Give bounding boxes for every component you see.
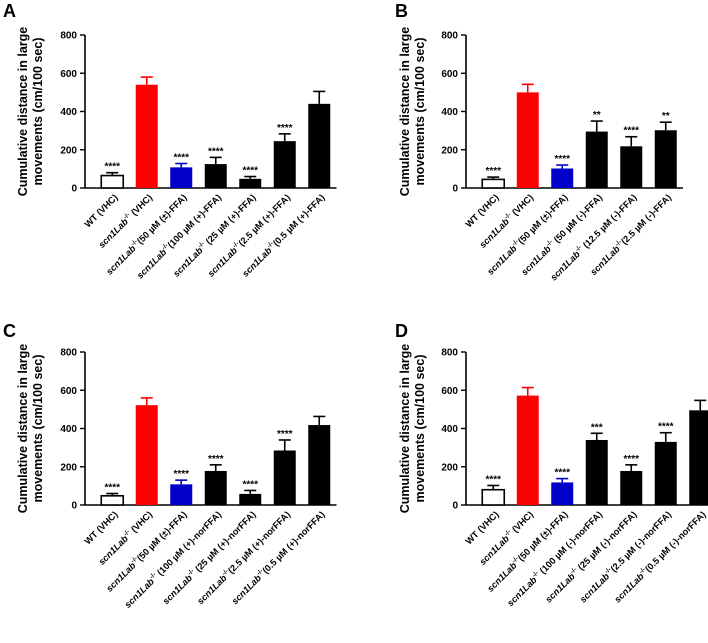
- bar: [481, 488, 506, 506]
- bar: [100, 174, 125, 189]
- bar: [204, 164, 227, 188]
- y-axis-label: movements (cm/100 sec): [413, 355, 427, 503]
- bar: [516, 395, 539, 505]
- bar: [689, 410, 708, 505]
- significance-label: **: [662, 111, 670, 122]
- significance-label: **: [593, 110, 601, 121]
- y-tick-label: 0: [71, 184, 77, 195]
- y-tick-label: 600: [441, 386, 458, 397]
- y-axis-label: movements (cm/100 sec): [413, 38, 427, 186]
- y-tick-label: 400: [441, 107, 458, 118]
- y-tick-label: 0: [452, 184, 458, 195]
- significance-label: ****: [554, 154, 570, 165]
- panel-letter: A: [3, 1, 16, 21]
- bar: [308, 425, 331, 505]
- significance-label: ****: [623, 454, 639, 465]
- bar: [170, 484, 193, 505]
- y-tick-label: 800: [60, 31, 77, 42]
- significance-label: ****: [173, 153, 189, 164]
- y-axis-label: Cumulative distance in large: [398, 344, 412, 514]
- bar: [516, 92, 539, 188]
- significance-label: ****: [623, 126, 639, 137]
- significance-label: ****: [554, 468, 570, 479]
- bar: [654, 441, 677, 505]
- x-tick-label: WT (VHC): [83, 509, 120, 546]
- panel-letter: C: [3, 321, 16, 341]
- panel-letter: B: [395, 1, 408, 21]
- significance-label: ****: [277, 429, 293, 440]
- significance-label: ****: [208, 454, 224, 465]
- bar: [308, 103, 331, 188]
- y-tick-label: 200: [60, 145, 77, 156]
- bar: [654, 130, 677, 188]
- bar: [170, 167, 193, 188]
- significance-label: ****: [242, 479, 258, 490]
- y-axis-label: movements (cm/100 sec): [31, 355, 45, 503]
- y-axis-label: Cumulative distance in large: [16, 27, 30, 197]
- bar: [239, 178, 262, 188]
- y-tick-label: 200: [441, 145, 458, 156]
- y-tick-label: 200: [60, 462, 77, 473]
- y-tick-label: 200: [441, 462, 458, 473]
- bar: [620, 470, 643, 505]
- x-tick-label: WT (VHC): [464, 192, 501, 229]
- bar: [551, 482, 574, 505]
- significance-label: ****: [104, 162, 120, 173]
- y-tick-label: 400: [60, 107, 77, 118]
- bar: [620, 146, 643, 188]
- significance-label: ****: [208, 146, 224, 157]
- y-tick-label: 800: [441, 348, 458, 359]
- bar: [100, 495, 125, 506]
- panel-b: B Cumulative distance in large movements (…: [395, 1, 683, 283]
- y-axis-label: Cumulative distance in large: [398, 27, 412, 197]
- significance-label: ****: [173, 469, 189, 480]
- panel-letter: D: [395, 321, 408, 341]
- bar: [204, 470, 227, 505]
- x-tick-label: WT (VHC): [83, 192, 120, 229]
- y-tick-label: 600: [60, 386, 77, 397]
- bar: [551, 168, 574, 188]
- y-tick-label: 600: [441, 69, 458, 80]
- y-tick-label: 800: [441, 31, 458, 42]
- y-tick-label: 600: [60, 69, 77, 80]
- significance-label: ****: [104, 483, 120, 494]
- y-axis-label: movements (cm/100 sec): [31, 38, 45, 186]
- bar: [239, 493, 262, 505]
- bar: [273, 141, 296, 188]
- bar: [135, 84, 158, 188]
- bar: [585, 439, 608, 505]
- y-tick-label: 400: [60, 424, 77, 435]
- x-tick-label: WT (VHC): [464, 509, 501, 546]
- bar: [135, 405, 158, 505]
- bar: [481, 178, 506, 189]
- significance-label: ****: [242, 166, 258, 177]
- y-tick-label: 0: [71, 501, 77, 512]
- y-axis-label: Cumulative distance in large: [16, 344, 30, 514]
- bar: [273, 450, 296, 505]
- significance-label: ****: [277, 123, 293, 134]
- significance-label: ****: [485, 474, 501, 485]
- panel-d: D Cumulative distance in large movements (…: [395, 321, 708, 608]
- bar: [585, 131, 608, 188]
- significance-label: ****: [658, 422, 674, 433]
- y-tick-label: 0: [452, 501, 458, 512]
- y-tick-label: 800: [60, 348, 77, 359]
- significance-label: ****: [485, 166, 501, 177]
- y-tick-label: 400: [441, 424, 458, 435]
- significance-label: ***: [591, 422, 603, 433]
